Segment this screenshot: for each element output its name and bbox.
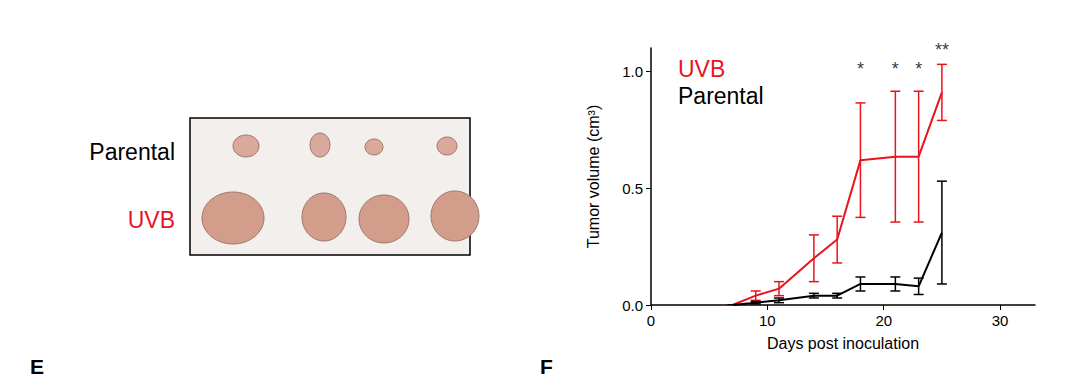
svg-text:*: *	[857, 59, 864, 79]
svg-text:UVB: UVB	[128, 207, 175, 233]
svg-text:**: **	[935, 40, 949, 60]
svg-text:Days post inoculation: Days post inoculation	[767, 335, 919, 352]
svg-text:E: E	[30, 355, 44, 378]
svg-text:0.5: 0.5	[622, 180, 643, 197]
svg-text:*: *	[892, 59, 899, 79]
svg-text:20: 20	[875, 312, 892, 329]
svg-text:Tumor volume (cm³): Tumor volume (cm³)	[585, 105, 602, 248]
svg-text:Parental: Parental	[89, 139, 175, 165]
svg-text:F: F	[540, 355, 553, 378]
svg-text:1.0: 1.0	[622, 63, 643, 80]
svg-text:0.0: 0.0	[622, 297, 643, 314]
svg-text:Parental: Parental	[678, 83, 764, 109]
svg-text:0: 0	[647, 312, 655, 329]
svg-text:*: *	[915, 59, 922, 79]
svg-text:UVB: UVB	[678, 56, 725, 82]
svg-text:30: 30	[992, 312, 1009, 329]
svg-text:10: 10	[759, 312, 776, 329]
